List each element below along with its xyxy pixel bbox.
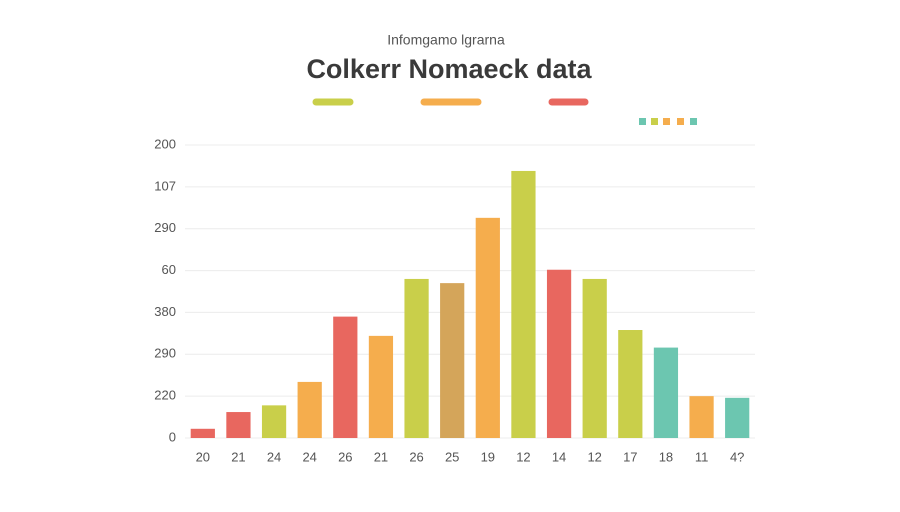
bar (475, 217, 500, 438)
legend-swatch (677, 118, 684, 125)
x-tick-label: 12 (516, 449, 530, 464)
bar (261, 405, 287, 438)
x-tick-label: 19 (481, 449, 495, 464)
y-tick-label: 290 (154, 346, 176, 361)
x-tick-label: 18 (659, 449, 673, 464)
y-tick-label: 290 (154, 220, 176, 235)
bar (404, 278, 429, 438)
bar (440, 283, 465, 438)
x-tick-label: 11 (695, 449, 709, 464)
y-tick-label: 0 (169, 429, 176, 444)
bar (511, 170, 536, 439)
x-tick-label: 26 (409, 449, 423, 464)
x-tick-label: 20 (196, 449, 210, 464)
bar (725, 397, 750, 438)
y-tick-label: 107 (154, 178, 176, 193)
chart-subtitle: Infomgamo lgrarna (387, 32, 505, 48)
legend (312, 98, 697, 125)
legend-swatch (663, 118, 670, 125)
chart-title: Colkerr Nomaeck data (306, 54, 592, 84)
bar (689, 396, 714, 438)
legend-swatch (639, 118, 646, 125)
x-tick-label: 4? (730, 449, 744, 464)
bar (546, 269, 572, 438)
bar (368, 335, 394, 438)
x-tick-label: 12 (587, 449, 601, 464)
y-tick-label: 200 (154, 136, 176, 151)
x-tick-label: 24 (302, 449, 316, 464)
x-tick-label: 14 (552, 449, 566, 464)
bar (618, 330, 643, 438)
x-tick-label: 25 (445, 449, 459, 464)
bar (190, 428, 215, 438)
x-tick-label: 21 (374, 449, 388, 464)
bar (582, 278, 607, 438)
bar (333, 316, 358, 438)
x-tick-label: 26 (338, 449, 352, 464)
y-tick-label: 380 (154, 304, 176, 319)
y-tick-label: 220 (154, 388, 176, 403)
x-tick-label: 24 (267, 449, 281, 464)
bar (297, 381, 322, 438)
legend-swatch (690, 118, 697, 125)
x-tick-label: 17 (623, 449, 637, 464)
bar (226, 412, 251, 438)
x-tick-label: 21 (231, 449, 245, 464)
legend-swatch (651, 118, 658, 125)
bar (653, 347, 679, 438)
y-tick-label: 60 (162, 262, 176, 277)
